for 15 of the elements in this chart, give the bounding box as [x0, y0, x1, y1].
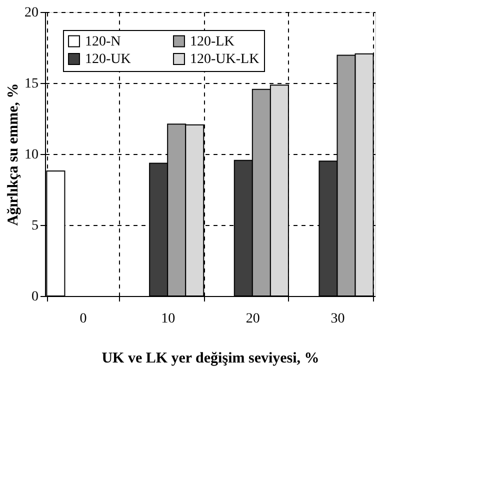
- y-tick-label: 15: [24, 76, 38, 92]
- y-tick-label: 0: [32, 290, 38, 304]
- x-tick-label: 30: [330, 312, 345, 326]
- x-tick-label: 0: [80, 312, 87, 326]
- legend-label: 120-UK-LK: [190, 52, 260, 67]
- x-tick-label: 10: [161, 312, 176, 326]
- x-tick-label: 20: [246, 312, 260, 326]
- y-tick-label: 10: [24, 148, 38, 162]
- legend-label: 120-N: [85, 34, 121, 50]
- legend-label: 120-LK: [190, 34, 234, 50]
- y-tick-label: 20: [24, 6, 38, 20]
- legend-label: 120-UK: [85, 52, 131, 67]
- y-axis-title: Ağırlıkça su emme, %: [6, 83, 22, 226]
- x-axis-title: UK ve LK yer değişim seviyesi, %: [102, 350, 320, 366]
- y-tick-label: 5: [32, 218, 38, 234]
